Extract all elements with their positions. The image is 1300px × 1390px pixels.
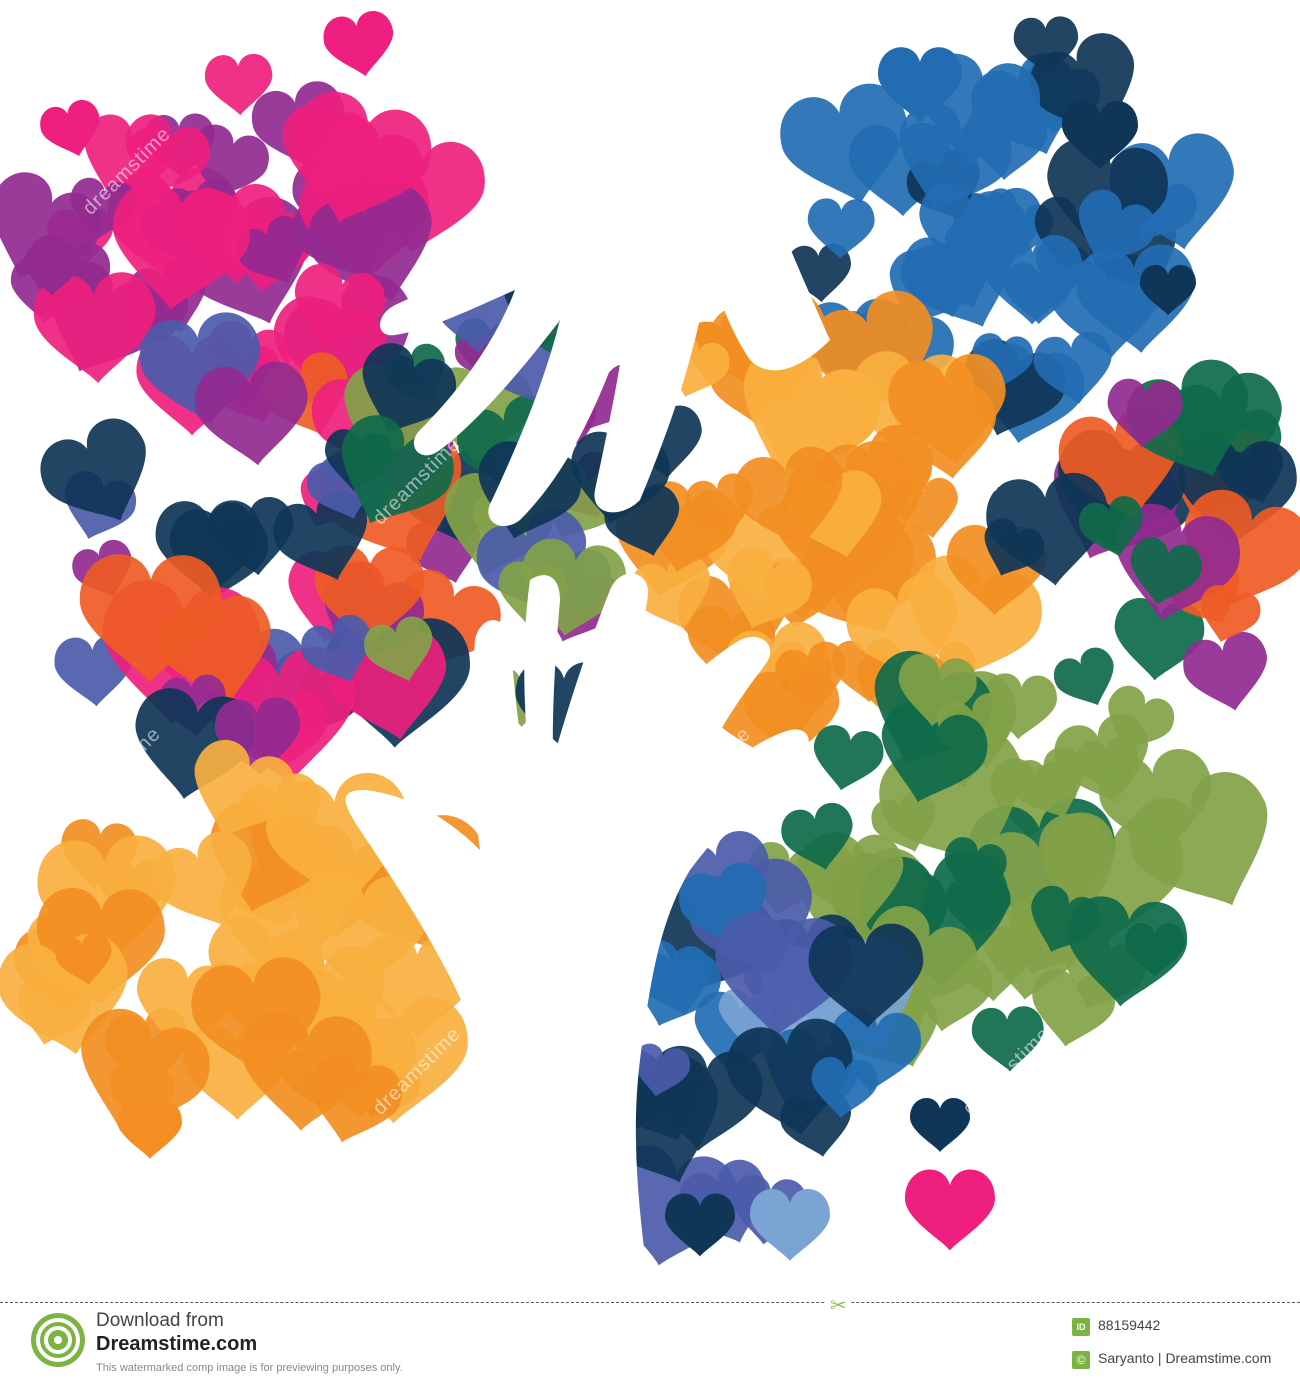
heart-shape <box>807 198 875 259</box>
heart-shape <box>898 653 977 727</box>
heart-shape <box>1107 378 1183 448</box>
heart-shape <box>195 361 308 466</box>
heart-shape <box>56 932 112 985</box>
heart-shape <box>204 53 273 116</box>
heart-shape <box>364 616 433 682</box>
heart-shape <box>630 553 711 629</box>
cut-line <box>0 1302 1300 1303</box>
heart-shape <box>905 1169 995 1251</box>
heart-shape <box>1062 100 1138 170</box>
heart-shape <box>986 472 1109 586</box>
disclaimer-text: This watermarked comp image is for previ… <box>96 1362 403 1374</box>
download-label: Download from <box>96 1310 224 1331</box>
heart-shape <box>1183 631 1267 711</box>
heart-shape <box>750 1189 830 1261</box>
heart-shape <box>1034 331 1112 404</box>
heart-shape <box>780 83 907 203</box>
heart-shape <box>1031 885 1101 952</box>
heart-shape <box>881 702 988 803</box>
image-id: 88159442 <box>1098 1317 1161 1333</box>
heart-shape <box>24 244 80 296</box>
heart-shape <box>1200 585 1261 643</box>
hand-silhouette <box>380 110 830 527</box>
heart-shape <box>1219 442 1284 504</box>
heart-shape <box>209 497 294 576</box>
heart-shape <box>781 803 853 870</box>
heart-shape <box>1130 537 1202 605</box>
heart-shape <box>971 1006 1044 1072</box>
heart-shape <box>323 11 393 77</box>
heart-shape <box>910 1098 970 1152</box>
heart-shape <box>1079 496 1143 557</box>
heart-shape <box>33 272 156 384</box>
heart-shape <box>40 418 146 521</box>
heart-shape <box>1013 16 1079 76</box>
heart-shape <box>1054 647 1114 706</box>
heart-shape <box>241 1011 372 1131</box>
heart-shape <box>982 234 1083 325</box>
heart-shape <box>118 1101 182 1159</box>
heart-shape <box>633 1043 690 1097</box>
heart-shape <box>81 1008 210 1132</box>
heart-shape <box>236 215 306 283</box>
illustration: dreamstime dreamstime dreamstime dreamst… <box>0 11 1300 1295</box>
heart-shape <box>295 263 385 349</box>
heart-shape <box>1099 748 1212 854</box>
download-footer: ✂ Download from Dreamstime.com This wate… <box>0 1293 1300 1390</box>
hearts-and-hands-artwork <box>0 11 1300 1295</box>
copyright-icon: © <box>1072 1351 1090 1369</box>
heart-shape <box>301 614 371 682</box>
heart-shape <box>112 182 250 310</box>
heart-shape <box>665 1193 735 1257</box>
heart-shape <box>727 1018 853 1136</box>
heart-shape <box>743 670 840 758</box>
scissors-icon: ✂ <box>826 1293 851 1318</box>
heart-shape <box>1114 598 1205 681</box>
heart-shape <box>734 446 843 549</box>
heart-shape <box>79 554 222 683</box>
author-credit: Saryanto | Dreamstime.com <box>1098 1350 1272 1366</box>
heart-shape <box>1140 264 1196 316</box>
heart-shape <box>814 725 884 791</box>
dreamstime-logo <box>31 1313 85 1367</box>
heart-shape <box>294 91 431 223</box>
heart-shape <box>638 946 712 1015</box>
heart-shape <box>1108 685 1174 750</box>
heart-shape <box>727 547 812 629</box>
id-badge: ID <box>1072 1318 1090 1336</box>
heart-shape <box>40 100 100 157</box>
heart-shape <box>878 47 962 123</box>
heart-shape <box>153 831 252 926</box>
heart-shape <box>1010 747 1085 818</box>
heart-shape <box>744 343 879 474</box>
heart-shape <box>362 343 456 433</box>
heart-shape <box>907 226 1012 327</box>
heart-shape <box>846 574 958 680</box>
heart-shape <box>811 1056 878 1118</box>
heart-shape <box>1078 189 1156 264</box>
heart-shape <box>1125 923 1185 977</box>
heart-shape <box>888 353 1006 463</box>
hand-silhouette <box>345 573 809 1295</box>
brand-name[interactable]: Dreamstime.com <box>96 1333 258 1355</box>
heart-shape <box>808 923 924 1028</box>
heart-shape <box>84 114 170 197</box>
